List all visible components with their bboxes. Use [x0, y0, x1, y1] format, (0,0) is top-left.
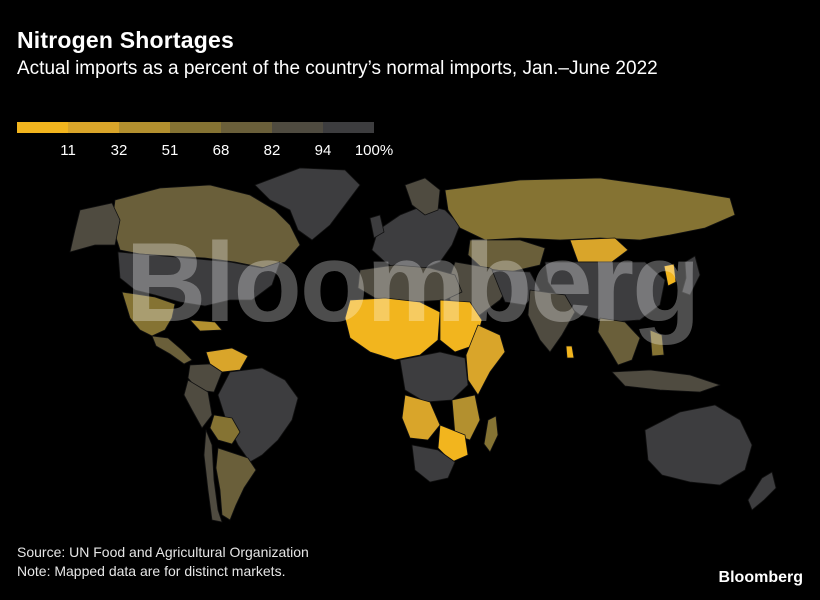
region-madagascar [483, 415, 499, 453]
bloomberg-logo: Bloomberg [718, 569, 803, 586]
region-bolivia [209, 414, 241, 445]
legend-swatch-94 [272, 122, 323, 133]
region-scandinavia [404, 177, 441, 216]
chart-footnotes: Source: UN Food and Agricultural Organiz… [17, 543, 309, 581]
region-chile [203, 429, 223, 523]
region-east-africa [451, 394, 481, 441]
legend-labels: 11 32 51 68 82 94 100% [17, 142, 417, 162]
legend-swatch-32 [68, 122, 119, 133]
region-australia [644, 404, 753, 486]
region-greenland [254, 167, 361, 241]
region-russia [444, 177, 736, 241]
legend-label-51: 51 [161, 142, 179, 159]
legend-label-11: 11 [60, 142, 76, 159]
region-zimbabwe [437, 424, 469, 463]
region-brazil [217, 367, 299, 463]
region-iran [491, 269, 541, 306]
legend-color-bar [17, 122, 374, 133]
chart-subtitle: Actual imports as a percent of the count… [17, 58, 658, 79]
source-note: Source: UN Food and Agricultural Organiz… [17, 544, 309, 560]
chart-title: Nitrogen Shortages [17, 27, 235, 53]
legend-swatch-51 [119, 122, 170, 133]
region-uk [369, 214, 385, 239]
legend-label-82: 82 [263, 142, 281, 159]
region-north-africa [357, 264, 463, 303]
region-new-zealand [747, 471, 777, 511]
region-korea [663, 263, 677, 287]
region-alaska [69, 202, 121, 253]
region-southern-africa-west [401, 394, 441, 441]
region-central-africa [399, 351, 469, 403]
region-mongolia [569, 237, 629, 263]
legend-label-100: 100% [354, 142, 394, 159]
region-argentina [215, 447, 257, 521]
data-note: Note: Mapped data are for distinct marke… [17, 563, 286, 579]
color-legend: 11 32 51 68 82 94 100% [17, 122, 393, 162]
legend-swatch-11 [17, 122, 68, 133]
region-south-africa [411, 444, 456, 483]
region-philippines [649, 329, 665, 357]
region-central-america [151, 335, 193, 365]
legend-label-32: 32 [110, 142, 128, 159]
region-united-states [117, 251, 281, 307]
region-indonesia [611, 369, 721, 393]
legend-label-94: 94 [314, 142, 332, 159]
region-kazakhstan [467, 239, 546, 273]
legend-swatch-68 [170, 122, 221, 133]
region-peru [183, 379, 213, 429]
legend-label-68: 68 [212, 142, 230, 159]
region-sri-lanka [565, 345, 575, 359]
region-mexico [121, 291, 176, 337]
region-india [527, 289, 576, 353]
legend-swatch-82 [221, 122, 272, 133]
region-caribbean [189, 319, 223, 332]
region-horn-africa [465, 324, 506, 396]
region-europe [371, 204, 461, 273]
region-west-africa [344, 297, 441, 361]
region-japan [681, 255, 701, 296]
region-southeast-asia [597, 317, 641, 366]
legend-swatch-100 [323, 122, 374, 133]
